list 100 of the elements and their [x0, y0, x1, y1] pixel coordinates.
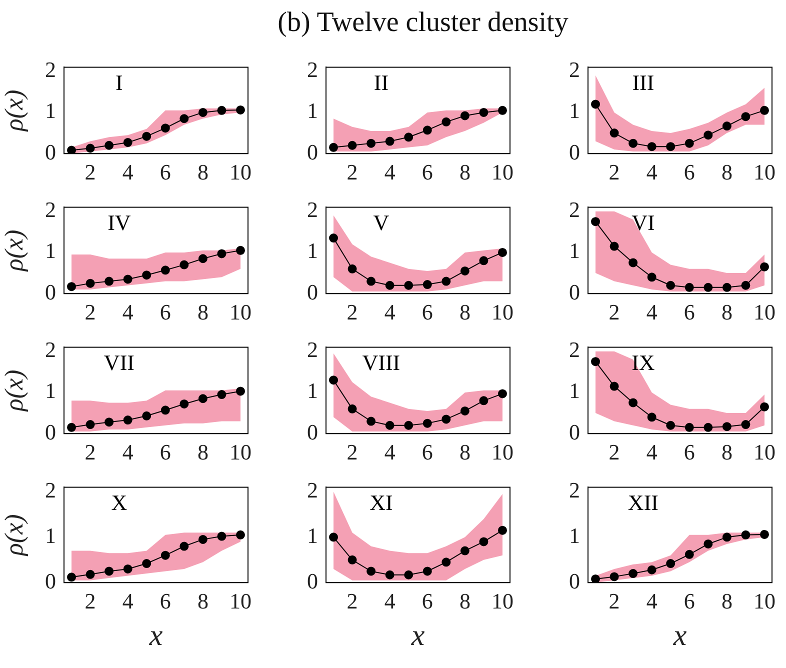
point — [684, 422, 694, 432]
x-tick-label: 10 — [229, 160, 252, 185]
point — [722, 282, 732, 292]
x-tick-label: 2 — [608, 300, 620, 325]
point — [610, 128, 619, 138]
point — [67, 146, 76, 154]
point — [422, 418, 432, 428]
y-tick-label: 2 — [45, 57, 56, 82]
x-tick-label: 2 — [608, 588, 620, 614]
x-tick-label: 8 — [197, 300, 208, 325]
point — [160, 406, 170, 415]
x-tick-label: 8 — [721, 588, 732, 614]
x-tick-label: 2 — [608, 440, 620, 465]
y-tick-label: 0 — [307, 279, 318, 304]
point — [591, 217, 600, 226]
point — [741, 420, 750, 430]
y-tick-label: 1 — [569, 98, 580, 124]
point — [479, 396, 488, 406]
point — [198, 394, 208, 404]
point — [236, 386, 245, 396]
x-tick-label: 6 — [160, 588, 171, 614]
point — [123, 274, 132, 284]
point — [86, 144, 95, 153]
y-tick-label: 1 — [569, 378, 580, 404]
point — [67, 282, 76, 292]
point — [142, 132, 152, 141]
y-tick-label: 2 — [45, 197, 56, 222]
x-tick-label: 2 — [84, 588, 96, 614]
x-tick-label: 2 — [346, 588, 358, 614]
x-tick-label: 8 — [197, 440, 208, 465]
x-tick-label: 6 — [160, 300, 171, 325]
chart-title: VII — [104, 350, 134, 375]
point — [422, 126, 432, 135]
point — [498, 526, 507, 535]
point — [498, 248, 507, 257]
x-tick-label: 6 — [684, 588, 695, 614]
x-tick-label: 4 — [646, 440, 658, 465]
point — [479, 537, 488, 546]
x-tick-label: 2 — [346, 160, 358, 185]
y-tick-label: 2 — [307, 337, 318, 362]
y-tick-label: 2 — [307, 197, 318, 222]
point — [104, 418, 114, 427]
point — [67, 422, 76, 432]
point — [348, 264, 357, 274]
point — [86, 570, 95, 579]
x-tick-label: 6 — [422, 440, 433, 465]
y-axis-title: ρ(x) — [0, 90, 28, 132]
point — [479, 108, 488, 117]
y-axis-title: ρ(x) — [0, 514, 28, 557]
point — [460, 111, 470, 120]
point — [666, 280, 676, 290]
point — [217, 532, 226, 541]
x-tick-label: 8 — [459, 440, 470, 465]
point — [160, 550, 170, 560]
x-tick-label: 10 — [229, 440, 252, 465]
point — [198, 254, 208, 264]
point — [704, 422, 713, 432]
point — [236, 105, 245, 114]
y-tick-label: 0 — [307, 419, 318, 444]
y-axis-title: ρ(x) — [0, 230, 28, 272]
y-tick-label: 1 — [45, 378, 56, 404]
x-tick-label: 10 — [229, 300, 252, 325]
x-tick-label: 4 — [384, 588, 396, 614]
point — [610, 382, 619, 391]
y-tick-label: 0 — [569, 568, 580, 594]
point — [628, 138, 638, 148]
point — [684, 282, 694, 292]
y-tick-label: 2 — [45, 337, 56, 362]
point — [180, 260, 189, 270]
x-tick-label: 10 — [229, 588, 252, 614]
x-tick-label: 4 — [122, 160, 134, 185]
x-tick-label: 4 — [384, 160, 396, 185]
point — [647, 412, 656, 422]
y-tick-label: 1 — [307, 522, 318, 548]
point — [666, 559, 676, 568]
x-tick-label: 4 — [646, 300, 658, 325]
point — [498, 106, 507, 115]
point — [722, 422, 732, 432]
point — [366, 138, 376, 148]
x-tick-label: 2 — [346, 440, 358, 465]
x-tick-label: 8 — [721, 440, 732, 465]
x-tick-label: 8 — [197, 160, 208, 185]
point — [628, 258, 638, 268]
point — [498, 389, 507, 398]
point — [198, 108, 208, 117]
chart-title: I — [116, 70, 123, 95]
x-tick-label: 6 — [684, 300, 695, 325]
point — [348, 555, 357, 564]
point — [610, 572, 619, 582]
x-tick-label: 6 — [422, 160, 433, 185]
chart-title: VIII — [362, 350, 400, 375]
x-tick-label: 4 — [646, 588, 658, 614]
x-tick-label: 6 — [422, 300, 433, 325]
x-tick-label: 6 — [160, 160, 171, 185]
x-tick-label: 8 — [459, 160, 470, 185]
chart-title: V — [373, 210, 390, 235]
point — [741, 530, 750, 540]
point — [722, 122, 732, 131]
x-tick-label: 8 — [721, 300, 732, 325]
text: (b) Twelve cluster density — [276, 6, 570, 40]
